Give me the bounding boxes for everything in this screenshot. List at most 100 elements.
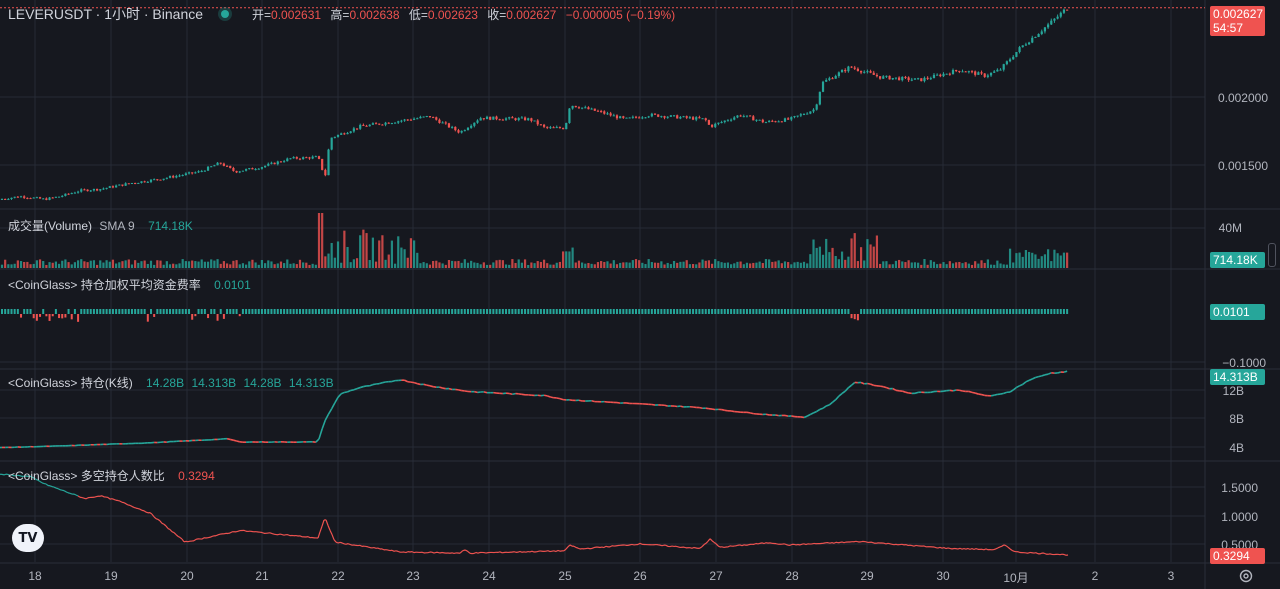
funding-bar (549, 309, 552, 314)
ratio-segment (939, 546, 943, 549)
candle-body (4, 199, 7, 201)
candle-body (758, 119, 761, 121)
volume-bar (657, 262, 660, 268)
candle-body (989, 72, 993, 76)
candle-body (539, 124, 542, 126)
funding-bar (238, 314, 241, 317)
candle-body (108, 186, 111, 188)
ratio-segment (11, 474, 15, 477)
volume-bar (317, 213, 321, 268)
funding-bar (505, 309, 508, 314)
funding-bar (644, 309, 647, 314)
symbol-title[interactable]: LEVERUSDT · 1小时 · Binance (8, 6, 204, 22)
candle-body (647, 116, 650, 118)
funding-bar (628, 309, 631, 314)
funding-bar (1062, 309, 1065, 314)
funding-legend[interactable]: <CoinGlass> 持仓加权平均资金费率 0.0101 (8, 277, 251, 293)
candle-body (866, 71, 869, 73)
gear-icon[interactable] (1238, 568, 1254, 584)
funding-bar (568, 309, 571, 314)
candle-body (542, 124, 546, 127)
volume-bar (267, 260, 270, 268)
candle-body (828, 78, 831, 80)
oi-segment (905, 391, 909, 394)
candle-body (479, 118, 482, 121)
candle-body (511, 117, 514, 119)
ratio-segment (367, 546, 371, 549)
funding-bar (514, 309, 517, 314)
candle-body (1024, 44, 1028, 46)
candle-body (124, 183, 127, 186)
low-label: 低= (408, 8, 428, 22)
candle-body (885, 75, 888, 77)
funding-bar (520, 309, 523, 314)
volume-bar (1040, 256, 1043, 268)
funding-bar (375, 309, 378, 314)
pane-resize-handle[interactable] (1268, 243, 1276, 267)
candle-body (476, 120, 479, 123)
candle-body (302, 157, 305, 160)
candle-body (704, 118, 707, 121)
oi-segment (230, 438, 234, 441)
volume-bar (799, 262, 802, 268)
funding-bar (67, 309, 70, 314)
candle-body (406, 119, 409, 121)
candle-body (771, 120, 774, 122)
volume-bar (707, 260, 711, 268)
volume-bar (390, 240, 394, 268)
oi-legend[interactable]: <CoinGlass> 持仓(K线) 14.28B 14.313B 14.28B… (8, 375, 334, 391)
ratio-segment (283, 534, 287, 536)
funding-bar (822, 309, 825, 314)
oi-segment (546, 395, 551, 398)
volume-bar (638, 260, 641, 268)
open-interest-line (0, 370, 1068, 449)
volume-bar (878, 263, 882, 268)
volume-bar (137, 262, 140, 268)
funding-bar (346, 309, 349, 314)
volume-bar (45, 264, 48, 268)
ratio-segment (981, 548, 985, 551)
volume-bar (650, 262, 653, 268)
open-label: 开= (252, 8, 272, 22)
last-price-tag[interactable]: 0.002627 54:57 (1210, 6, 1265, 36)
funding-bar (495, 309, 498, 314)
candle-body (615, 115, 619, 119)
ratio-segment (691, 546, 695, 549)
candle-body (780, 121, 783, 123)
ratio-legend[interactable]: <CoinGlass> 多空持仓人数比 0.3294 (8, 468, 215, 484)
funding-bar (482, 309, 485, 314)
funding-bar (7, 309, 10, 314)
oi-segment (616, 401, 621, 404)
candle-body (752, 116, 755, 121)
volume-legend[interactable]: 成交量(Volume) SMA 9 714.18K (8, 218, 193, 234)
candle-body (206, 166, 210, 171)
funding-bar (635, 309, 637, 314)
oi-segment (867, 382, 871, 385)
ratio-segment (387, 549, 391, 552)
tradingview-logo[interactable]: TV (12, 524, 44, 552)
ratio-segment (459, 550, 463, 554)
volume-bar (61, 260, 64, 268)
ratio-segment (775, 543, 779, 545)
volume-bar (64, 259, 67, 268)
candle-body (387, 122, 390, 124)
funding-bar (80, 309, 83, 314)
candle-body (977, 72, 980, 75)
funding-bar (333, 309, 336, 314)
volume-bar (232, 260, 235, 268)
volume-bar (1047, 249, 1050, 268)
oi-segment (166, 440, 171, 443)
oi-segment (746, 411, 751, 414)
funding-bar (384, 309, 387, 314)
ratio-segment (669, 545, 673, 548)
candle-body (225, 165, 229, 167)
ratio-segment (717, 545, 721, 548)
candle-body (546, 126, 549, 128)
funding-bar (511, 309, 514, 314)
candle-body (251, 168, 254, 170)
symbol-legend[interactable]: LEVERUSDT · 1小时 · Binance (8, 6, 239, 22)
volume-bar (191, 260, 194, 268)
oi-segment (509, 392, 513, 396)
